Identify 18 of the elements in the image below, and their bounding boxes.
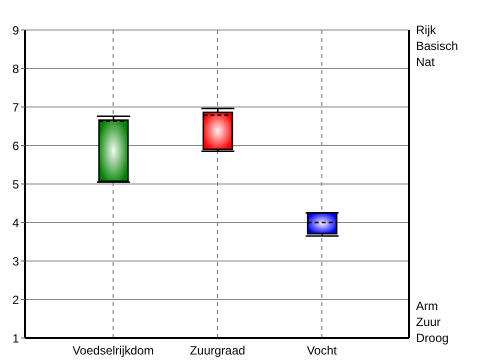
x-tick-label: Voedselrijkdom <box>72 344 154 358</box>
y-tick-label: 2 <box>12 292 20 307</box>
text: Droog <box>416 330 449 346</box>
x-tick-label: Vocht <box>306 344 338 358</box>
y-tick-label: 3 <box>12 254 20 268</box>
text: Zuur <box>416 314 441 330</box>
y-tick-label: 7 <box>12 100 20 114</box>
y-tick-label: 9 <box>12 23 20 38</box>
x-tick-label: Zuurgraad <box>190 344 246 358</box>
y-tick-label: 8 <box>12 62 20 76</box>
text: Arm <box>416 298 438 314</box>
text: Rijk <box>416 22 436 38</box>
y-tick-label: 5 <box>12 177 20 192</box>
y-tick-label: 1 <box>12 331 20 346</box>
y-tick-label: 6 <box>12 138 20 153</box>
text: Basisch <box>416 38 458 54</box>
text: Nat <box>416 54 435 70</box>
y-tick-label: 4 <box>12 216 20 230</box>
